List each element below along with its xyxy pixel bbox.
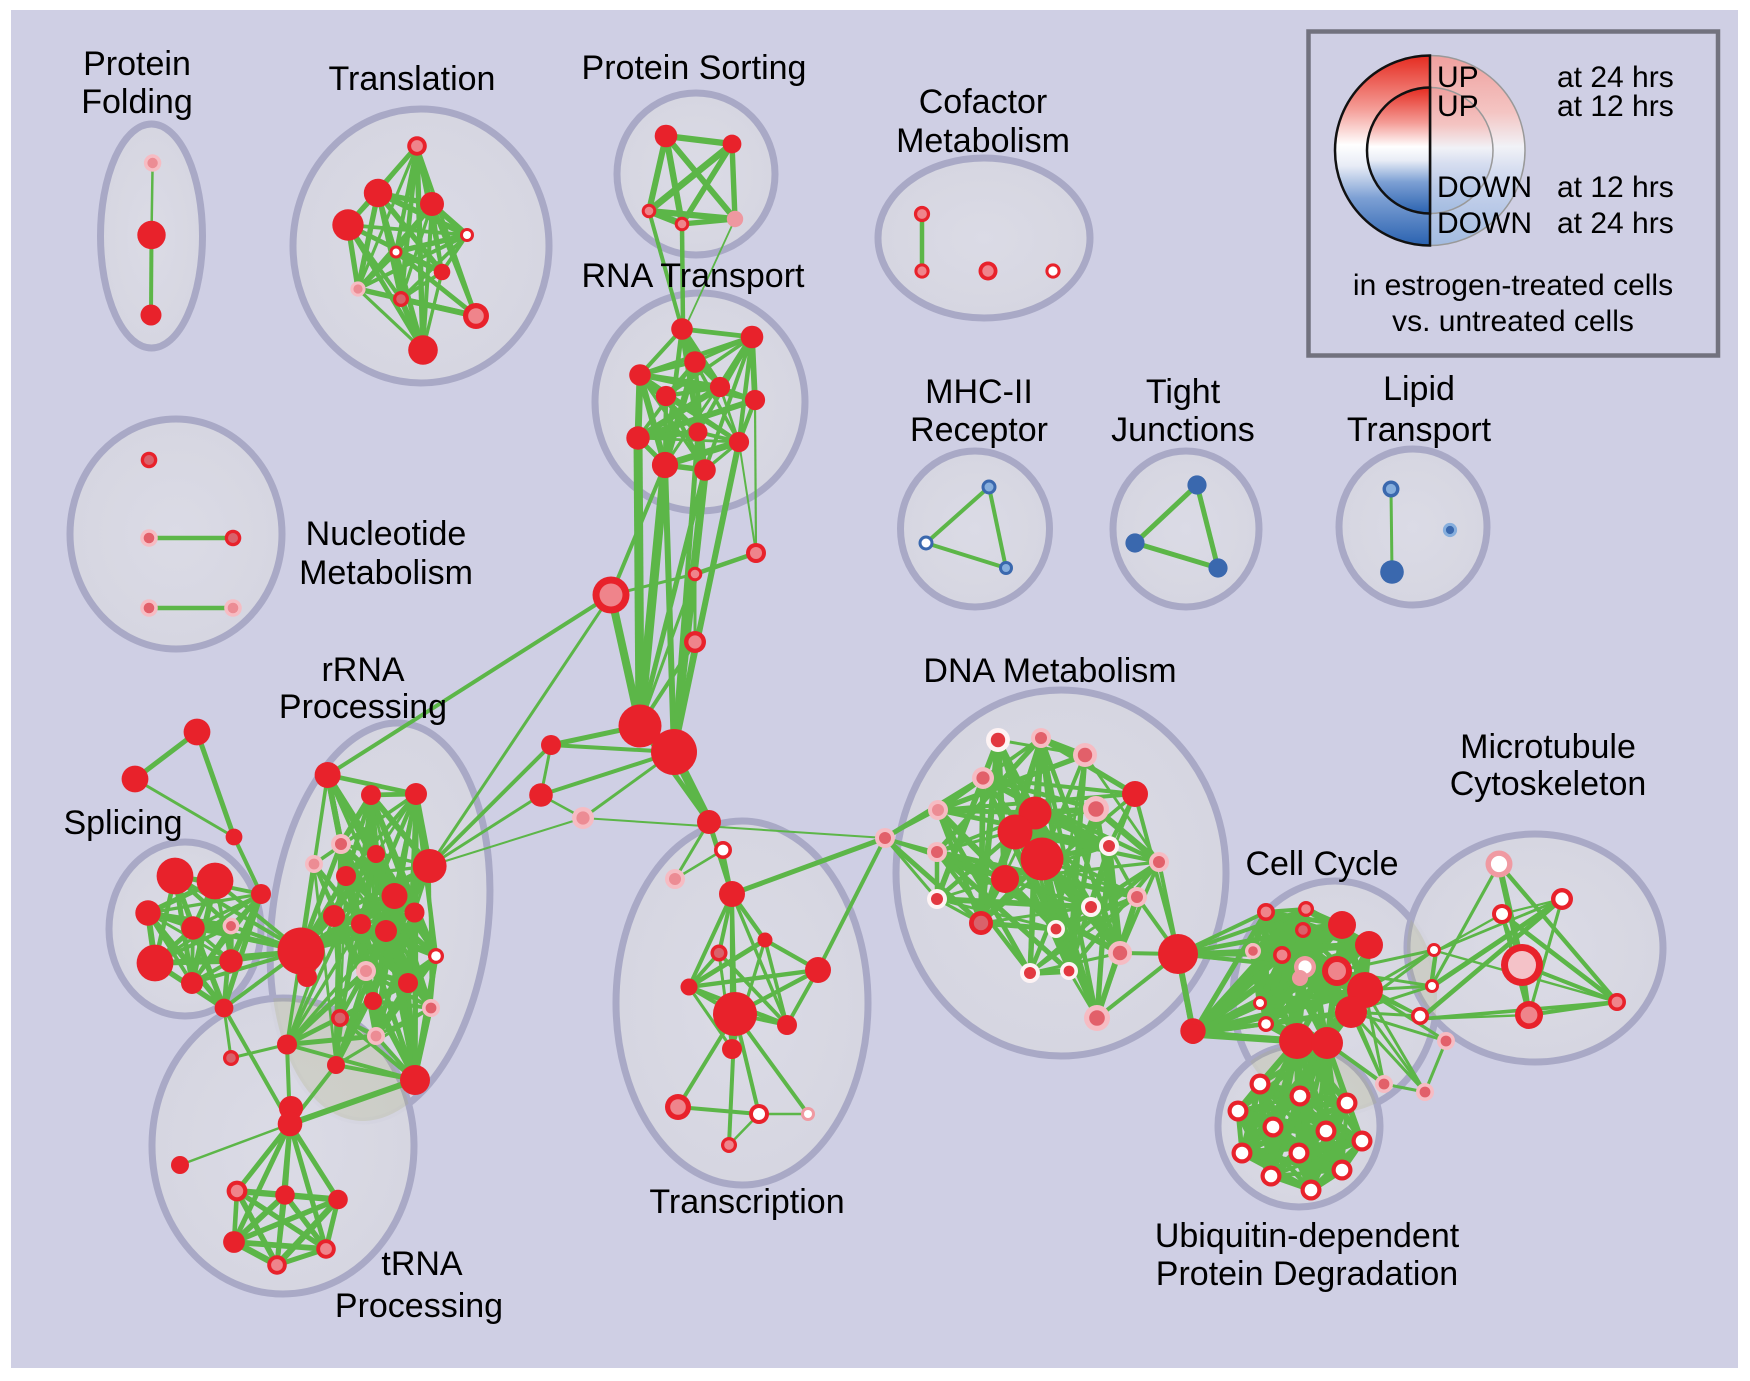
svg-text:Protein Sorting: Protein Sorting bbox=[582, 49, 807, 87]
svg-text:at 24 hrs: at 24 hrs bbox=[1557, 61, 1674, 94]
svg-text:Metabolism: Metabolism bbox=[896, 122, 1070, 160]
svg-text:at 12 hrs: at 12 hrs bbox=[1557, 171, 1674, 204]
svg-text:Cytoskeleton: Cytoskeleton bbox=[1450, 765, 1647, 803]
svg-text:Folding: Folding bbox=[81, 83, 193, 121]
svg-text:DOWN: DOWN bbox=[1437, 171, 1532, 204]
svg-text:UP: UP bbox=[1437, 90, 1479, 123]
svg-text:Receptor: Receptor bbox=[910, 411, 1048, 449]
svg-text:Protein Degradation: Protein Degradation bbox=[1156, 1255, 1458, 1293]
svg-text:Protein: Protein bbox=[83, 45, 191, 83]
svg-text:Nucleotide: Nucleotide bbox=[306, 515, 467, 553]
svg-text:Junctions: Junctions bbox=[1111, 411, 1255, 449]
svg-text:DOWN: DOWN bbox=[1437, 207, 1532, 240]
svg-text:Ubiquitin-dependent: Ubiquitin-dependent bbox=[1155, 1217, 1460, 1255]
svg-text:Lipid: Lipid bbox=[1383, 370, 1455, 408]
svg-text:at 24 hrs: at 24 hrs bbox=[1557, 207, 1674, 240]
svg-text:Tight: Tight bbox=[1146, 373, 1221, 411]
svg-text:MHC-II: MHC-II bbox=[925, 373, 1033, 411]
svg-text:RNA Transport: RNA Transport bbox=[582, 257, 806, 295]
svg-text:Processing: Processing bbox=[279, 688, 447, 726]
svg-text:in estrogen-treated cells: in estrogen-treated cells bbox=[1353, 269, 1673, 302]
svg-text:Translation: Translation bbox=[329, 60, 496, 98]
svg-text:Metabolism: Metabolism bbox=[299, 554, 473, 592]
svg-text:Microtubule: Microtubule bbox=[1460, 728, 1636, 766]
svg-text:tRNA: tRNA bbox=[381, 1245, 463, 1283]
svg-text:rRNA: rRNA bbox=[321, 651, 404, 689]
svg-text:Transcription: Transcription bbox=[649, 1183, 844, 1221]
svg-text:Processing: Processing bbox=[335, 1287, 503, 1325]
svg-text:vs. untreated cells: vs. untreated cells bbox=[1392, 305, 1634, 338]
svg-text:Cell Cycle: Cell Cycle bbox=[1245, 845, 1398, 883]
svg-text:UP: UP bbox=[1437, 61, 1479, 94]
svg-text:DNA Metabolism: DNA Metabolism bbox=[923, 652, 1176, 690]
svg-text:Splicing: Splicing bbox=[63, 804, 182, 842]
svg-text:Cofactor: Cofactor bbox=[919, 83, 1048, 121]
svg-text:Transport: Transport bbox=[1347, 411, 1492, 449]
svg-text:at 12 hrs: at 12 hrs bbox=[1557, 90, 1674, 123]
